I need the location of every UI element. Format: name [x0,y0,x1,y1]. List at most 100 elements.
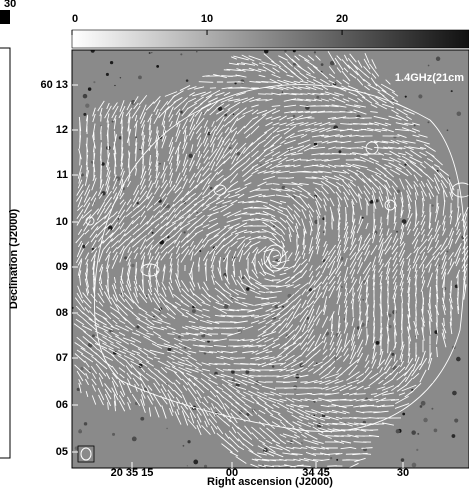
vector [397,376,407,388]
vector [347,97,359,103]
vector [264,86,274,90]
vector [118,105,126,119]
vector [99,107,103,117]
vector [234,186,248,194]
vector [155,150,159,158]
vector [381,103,395,109]
vector [330,314,334,330]
vector [279,115,287,121]
vector [148,118,152,130]
vector [92,174,96,182]
vector [400,270,404,278]
vector [235,74,247,78]
vector [449,311,453,321]
vector [276,374,290,378]
vector [276,259,290,265]
vector [360,128,374,132]
vector [250,143,260,153]
vector [180,190,190,202]
vector [305,451,317,457]
vector [125,210,133,218]
vector [167,203,175,213]
vector [265,183,273,185]
vector [306,291,316,305]
vector [145,312,155,320]
vector [327,116,337,120]
vector [433,251,441,261]
vector [356,169,364,175]
vector [183,174,187,182]
vector [312,92,324,96]
star [420,400,426,406]
vector [222,129,232,143]
vector [252,261,258,275]
vector [149,325,165,331]
vector [181,107,189,117]
vector [225,267,229,281]
vector [92,135,96,149]
vector [325,378,339,386]
vector [242,443,254,453]
vector [229,142,239,154]
vector [264,402,274,410]
vector [449,293,453,303]
vector [401,155,417,165]
vector [343,322,349,334]
vector [416,139,430,145]
vector [272,338,280,342]
vector [95,215,107,225]
vector [104,383,112,393]
vector [127,402,131,410]
vector [119,390,125,398]
vector [324,392,340,396]
vector [349,237,357,251]
vector [133,280,139,292]
vector [201,362,211,366]
vector [335,135,343,137]
vector [330,330,334,338]
vector [276,164,290,168]
vector [204,126,208,134]
vector [168,106,174,118]
vector [447,177,455,191]
vector [378,350,384,366]
vector [223,92,231,96]
vector [255,161,269,171]
vector [146,326,154,330]
vector [241,54,255,62]
vector [229,180,239,188]
star [109,60,114,65]
vector [148,272,152,288]
vector [272,183,280,185]
vector [179,197,191,207]
vector [311,127,325,133]
vector [400,341,404,351]
vector [186,372,198,380]
vector [90,325,98,331]
vector [307,55,315,61]
vector [226,210,242,218]
vector [175,253,181,259]
vector [286,410,294,414]
vector [230,199,238,205]
vector [98,266,104,282]
star [135,136,137,139]
vector [400,292,404,304]
vector [366,168,382,176]
vector [270,216,282,224]
vector [257,139,267,145]
vector [337,197,341,207]
vector [161,110,167,126]
vector [372,264,376,272]
vector [244,425,252,435]
vector [251,156,259,164]
vector [409,166,423,178]
star [207,339,210,343]
vector [379,348,383,356]
vector [420,270,426,278]
vector [357,185,363,195]
vector [205,228,221,236]
vector [153,99,161,113]
star [273,225,275,228]
vector [188,300,196,308]
